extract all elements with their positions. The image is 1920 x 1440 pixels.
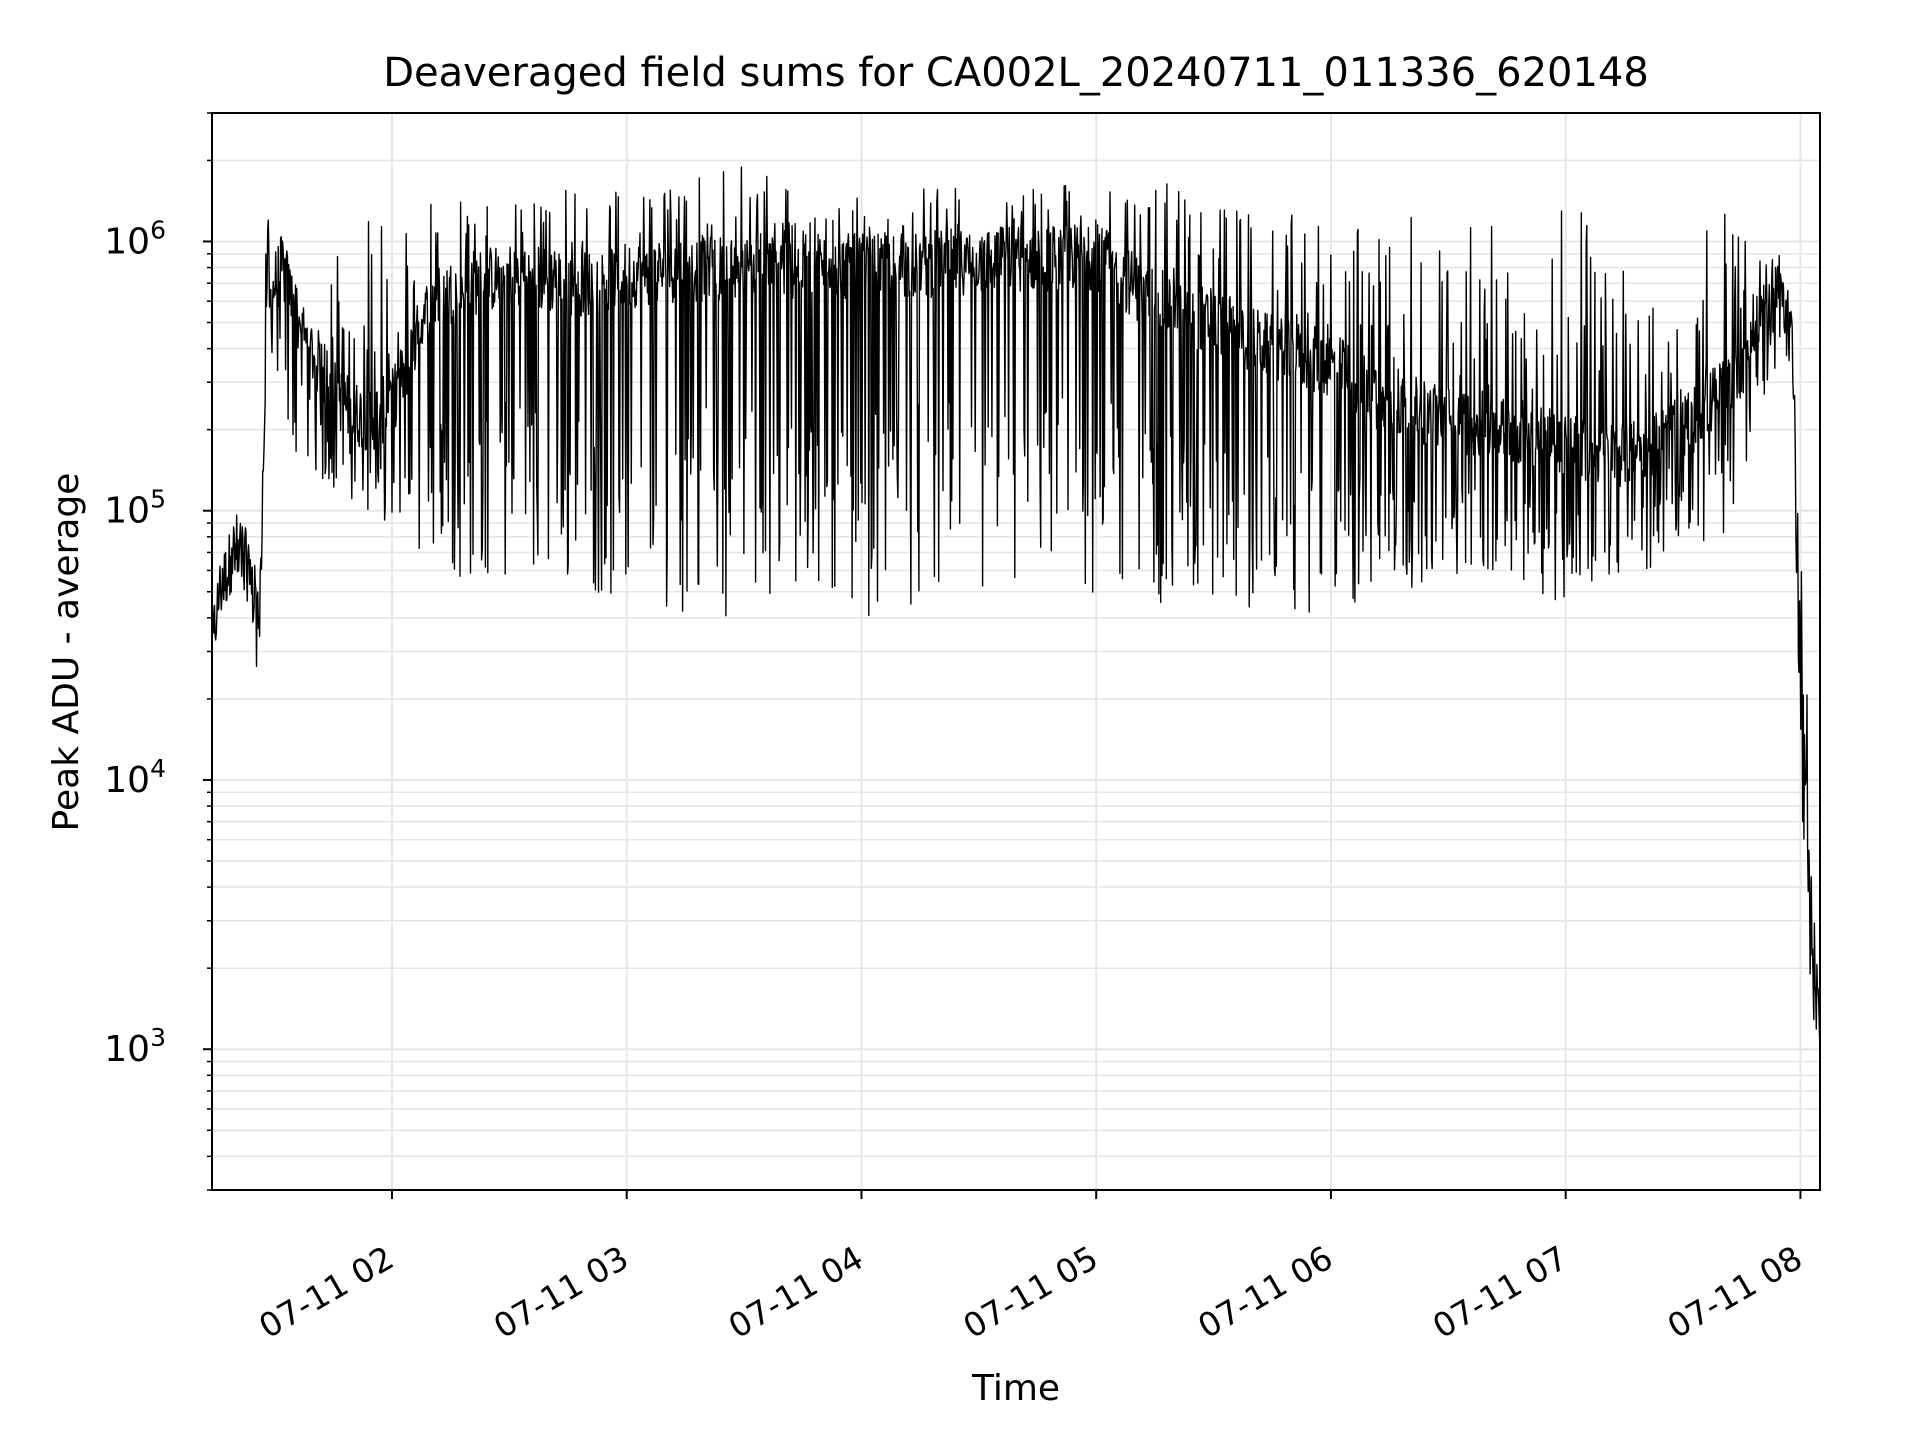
y-tick-label: 105 (104, 485, 166, 532)
series-line-group (211, 166, 1821, 1048)
series-line (211, 166, 1821, 1048)
y-axis-label: Peak ADU - average (46, 473, 87, 832)
x-axis-label: Time (971, 1368, 1060, 1409)
grid (212, 112, 1820, 1191)
y-tick-label: 104 (104, 754, 166, 801)
y-tick-label: 103 (104, 1023, 166, 1070)
chart-title: Deaveraged field sums for CA002L_2024071… (383, 50, 1649, 96)
y-tick-label: 106 (104, 215, 166, 262)
